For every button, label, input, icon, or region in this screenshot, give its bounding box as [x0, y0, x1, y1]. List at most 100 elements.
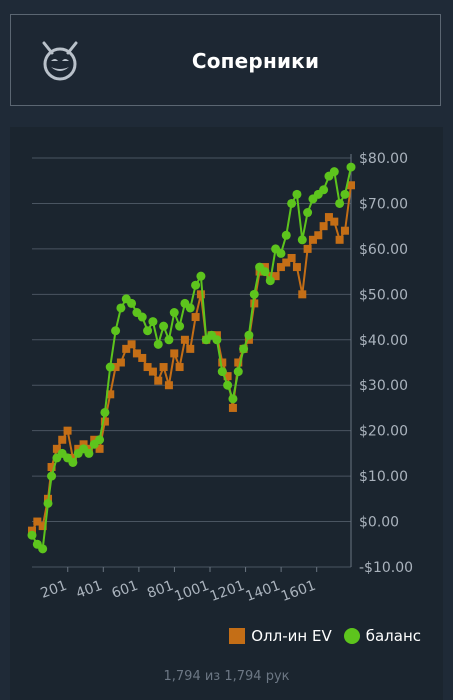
data-point-balance: [116, 303, 126, 313]
data-point-balance: [47, 471, 57, 481]
legend-label-allin-ev: Олл-ин EV: [251, 627, 332, 645]
y-tick-label: $10.00: [359, 469, 408, 485]
page-title: Соперники: [191, 49, 320, 73]
data-point-balance: [100, 407, 110, 417]
data-point-allin-ev: [340, 226, 349, 235]
data-point-balance: [281, 230, 291, 240]
data-point-balance: [185, 303, 195, 313]
legend-swatch-balance: [343, 628, 360, 644]
data-point-balance: [127, 298, 137, 308]
data-point-allin-ev: [38, 522, 47, 531]
data-point-allin-ev: [132, 349, 141, 358]
x-tick-label: 201: [39, 578, 70, 602]
data-point-balance: [260, 267, 270, 277]
chart-panel: -$10.00 $0.00 $10.00 $20.00 $30.00 $40.00 $50.…: [10, 127, 443, 700]
data-point-allin-ev: [33, 517, 42, 526]
data-point-allin-ev: [79, 440, 88, 449]
data-point-allin-ev: [47, 463, 56, 472]
data-point-allin-ev: [52, 444, 61, 453]
data-point-balance: [249, 289, 259, 299]
data-point-allin-ev: [335, 235, 344, 244]
data-point-balance: [169, 308, 179, 318]
data-point-balance: [111, 326, 121, 336]
data-point-allin-ev: [191, 313, 200, 322]
data-point-allin-ev: [170, 349, 179, 358]
data-point-balance: [38, 544, 48, 554]
data-point-allin-ev: [303, 244, 312, 253]
data-point-balance: [27, 530, 37, 540]
data-point-balance: [303, 208, 313, 218]
data-point-allin-ev: [148, 367, 157, 376]
data-point-balance: [148, 317, 158, 327]
data-point-allin-ev: [90, 435, 99, 444]
data-point-balance: [335, 198, 345, 208]
data-point-allin-ev: [218, 358, 227, 367]
data-point-balance: [68, 457, 78, 467]
x-tick-label: 801: [145, 578, 176, 602]
data-point-balance: [159, 321, 169, 331]
y-tick-label: $60.00: [359, 242, 408, 258]
data-point-balance: [191, 280, 201, 290]
data-point-balance: [276, 248, 286, 258]
data-point-allin-ev: [244, 335, 253, 344]
x-tick-label: 1001: [172, 578, 211, 605]
data-point-allin-ev: [271, 272, 280, 281]
series-line-1: [31, 166, 352, 551]
data-point-balance: [223, 380, 233, 390]
x-tick-label: 1401: [244, 578, 283, 605]
data-point-balance: [340, 189, 350, 199]
data-point-allin-ev: [95, 444, 104, 453]
data-point-allin-ev: [314, 231, 323, 240]
y-tick-label: $70.00: [359, 196, 408, 212]
data-point-allin-ev: [330, 217, 339, 226]
data-point-allin-ev: [100, 417, 109, 426]
data-point-allin-ev: [212, 331, 221, 340]
data-point-allin-ev: [282, 258, 291, 267]
data-point-allin-ev: [106, 390, 115, 399]
data-point-allin-ev: [250, 299, 259, 308]
data-point-balance: [43, 498, 53, 508]
y-tick-label: $20.00: [359, 424, 408, 440]
x-tick-label: 401: [74, 578, 105, 602]
devil-face-icon: [42, 41, 78, 81]
data-point-allin-ev: [186, 344, 195, 353]
data-point-allin-ev: [143, 363, 152, 372]
legend-label-balance: баланс: [365, 627, 421, 645]
x-tick-label: 1201: [208, 578, 247, 605]
data-point-balance: [265, 276, 275, 286]
data-point-balance: [95, 435, 105, 445]
data-point-balance: [196, 271, 206, 281]
y-tick-label: $0.00: [359, 515, 399, 531]
data-point-allin-ev: [58, 435, 67, 444]
y-tick-label: $80.00: [359, 151, 408, 167]
data-point-balance: [319, 185, 329, 195]
data-point-allin-ev: [228, 403, 237, 412]
legend-item-allin-ev[interactable]: Олл-ин EV: [229, 627, 332, 645]
x-tick-label: 601: [110, 578, 141, 602]
data-point-allin-ev: [196, 290, 205, 299]
data-point-balance: [329, 167, 339, 177]
data-point-allin-ev: [159, 363, 168, 372]
data-point-allin-ev: [347, 181, 355, 190]
data-point-allin-ev: [28, 526, 36, 535]
data-point-balance: [84, 448, 94, 458]
data-point-balance: [164, 335, 174, 345]
y-tick-label: $30.00: [359, 378, 408, 394]
header-card: Соперники: [10, 14, 441, 106]
data-point-allin-ev: [234, 358, 243, 367]
chart-legend: Олл-ин EV баланс: [223, 625, 421, 647]
data-point-allin-ev: [298, 290, 307, 299]
data-point-allin-ev: [122, 344, 131, 353]
data-point-balance: [105, 362, 115, 372]
data-point-allin-ev: [324, 213, 333, 222]
data-point-allin-ev: [175, 363, 184, 372]
data-point-allin-ev: [260, 263, 269, 272]
data-point-balance: [228, 394, 238, 404]
legend-item-balance[interactable]: баланс: [343, 627, 421, 645]
data-point-allin-ev: [223, 372, 232, 381]
data-point-balance: [239, 344, 249, 354]
legend-swatch-allin-ev: [229, 628, 246, 644]
data-point-balance: [292, 189, 302, 199]
data-point-allin-ev: [287, 253, 296, 262]
y-tick-label: $50.00: [359, 287, 408, 303]
